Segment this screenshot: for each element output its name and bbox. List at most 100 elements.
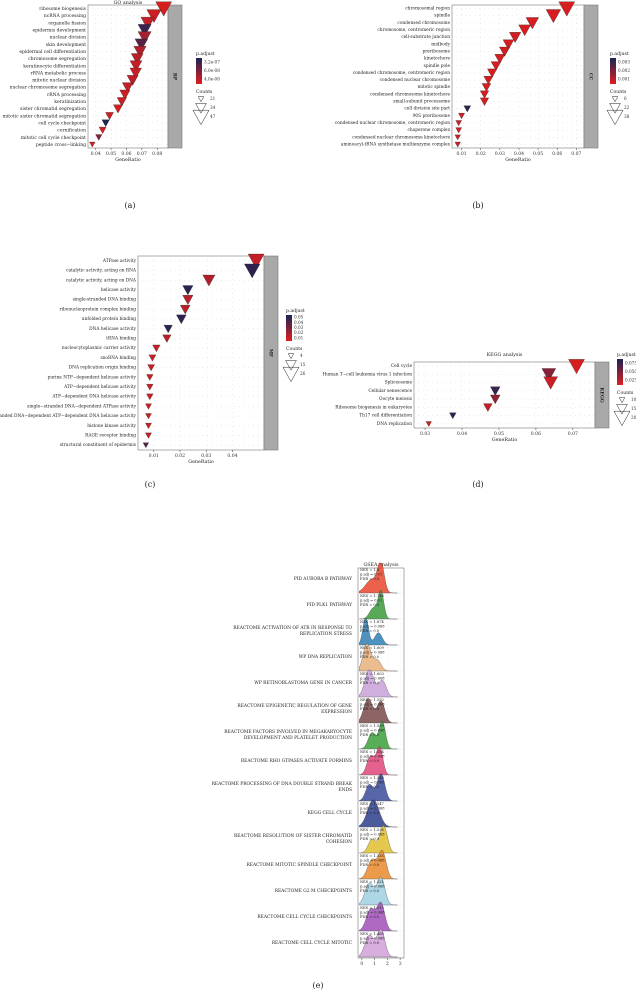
legend-color-label: 4.0e-08	[204, 77, 220, 82]
data-point	[146, 393, 154, 401]
pathway-label-line: REACTOME CELL CYCLE CHECKPOINTS	[257, 915, 352, 920]
data-point	[180, 305, 191, 315]
term-label: rRNA processing	[47, 92, 86, 98]
x-tick-label: 0.04	[514, 151, 524, 157]
term-label: RAGE receptor binding	[85, 433, 136, 438]
ridge-padj: p.adj = 0.068	[360, 677, 385, 681]
data-point	[122, 82, 134, 93]
term-label: peptide cross−linking	[36, 142, 86, 148]
data-point	[543, 376, 558, 390]
ridge-nes: NES = 1.547	[360, 802, 385, 806]
term-label: epidermis development	[32, 28, 86, 34]
term-label: midbody	[431, 42, 450, 47]
ridge-fdr: FDR = 0.0	[360, 681, 380, 685]
data-point	[129, 67, 142, 79]
legend-size-label: 10	[631, 397, 636, 402]
ridge-padj: p.adj = 0.068	[360, 885, 385, 889]
term-label: aminoacyl-tRNA synthetase multienzyme co…	[341, 142, 451, 147]
term-label: condensed chromosome kinetochore	[370, 92, 450, 97]
pathway-label: PID PLK1 PATHWAY	[307, 603, 352, 608]
ridge-padj: p.adj = 0.068	[360, 807, 385, 811]
legend-colorbar	[610, 58, 616, 84]
ridge-nes: NES = 1.603	[360, 672, 385, 676]
density-ridge	[359, 669, 398, 698]
ridge-fdr: FDR = 0.0	[360, 655, 380, 659]
ridge-nes: NES = 1.609	[360, 646, 385, 650]
ridge-fdr: FDR = 0.0	[360, 785, 380, 789]
panel-label: (e)	[313, 981, 324, 990]
legend-color-label: 0.02	[294, 330, 304, 335]
legend-size-label: 38	[624, 114, 630, 119]
ridge-nes: NES = 1.536	[360, 828, 385, 832]
term-label: Th17 cell differentiation	[359, 414, 412, 419]
ridge-fdr: FDR = 0.0	[360, 629, 380, 633]
data-point	[182, 295, 194, 305]
data-point	[182, 285, 194, 296]
ridge-padj: p.adj = 0.01	[360, 573, 382, 577]
legend-color-label: 0.075	[625, 360, 636, 365]
data-point	[176, 314, 187, 325]
data-point	[541, 368, 557, 382]
x-tick-label: 0.06	[531, 431, 541, 437]
legend-size-glyph	[197, 96, 205, 103]
pathway-label-line: REACTOME G2 M CHECKPOINTS	[275, 889, 352, 894]
data-point	[145, 403, 152, 410]
data-point	[425, 421, 432, 427]
term-label: ATP−dependent DNA helicase activity	[51, 395, 136, 400]
data-point	[480, 90, 490, 99]
legend-size-glyph	[287, 353, 295, 360]
facet-strip	[167, 4, 183, 149]
term-label: mitotic nuclear division	[32, 78, 86, 84]
legend-color-label: 0.04	[294, 320, 304, 325]
ridge-padj: p.adj = 0.068	[360, 729, 385, 733]
pathway-label: REACTOME FACTORS INVOLVED IN MEGAKARYOCY…	[224, 730, 352, 741]
density-ridge	[359, 617, 398, 646]
panel-label: (c)	[145, 480, 156, 489]
legend-size-title: Counts	[617, 390, 634, 396]
term-label: preribosome	[422, 49, 450, 54]
ridge-nes: NES = 1.590	[360, 724, 385, 728]
ridge-nes: NES = 1.515	[360, 906, 385, 910]
pathway-label: REACTOME PROCESSING OF DNA DOUBLE STRAND…	[212, 782, 353, 793]
term-label: single-stranded DNA binding	[73, 298, 137, 303]
data-point	[146, 374, 154, 381]
term-label: Cell cycle	[391, 364, 413, 369]
plot-area	[413, 361, 596, 429]
term-label: Spliceosome	[385, 381, 413, 386]
legend-color-label: 0.002	[618, 68, 630, 73]
legend-size-label: 20	[631, 415, 636, 420]
ridge-fdr: FDR = 0.0	[360, 811, 380, 815]
density-ridge	[359, 721, 398, 750]
data-point	[454, 134, 461, 141]
data-point	[147, 364, 155, 372]
ridge-padj: p.adj = 0.068	[360, 703, 385, 707]
ridge-padj: p.adj = 0.068	[360, 625, 385, 629]
term-label: snoRNA binding	[100, 356, 136, 361]
ridge-nes: NES = 1.535	[360, 854, 385, 858]
legend-color-label: 0.03	[294, 325, 304, 330]
data-point	[480, 97, 490, 106]
term-label: small-subunit processome	[393, 100, 450, 105]
legend-colorbar	[617, 359, 623, 385]
term-label: mitotic sister chromatid segregation	[3, 113, 87, 119]
panel-c: MF ATPase activity catalytic activity, act…	[0, 253, 306, 489]
data-point	[148, 354, 157, 362]
facet-strip	[594, 361, 610, 429]
term-label: unfolded protein binding	[82, 317, 136, 322]
data-point	[487, 68, 498, 78]
density-ridge	[359, 698, 398, 724]
term-label: catalytic activity, acting on RNA	[66, 269, 137, 274]
facet-label: CC	[588, 73, 594, 81]
legend-size-glyph	[195, 103, 207, 114]
legend-color-label: 0.01	[294, 335, 304, 340]
term-label: ncRNA processing	[44, 13, 86, 19]
term-label: nucleocytoplasmic carrier activity	[62, 346, 137, 351]
term-label: condensed nuclear chromosome kinetochore	[352, 135, 450, 140]
data-point	[490, 386, 501, 396]
pathway-label: REACTOME G2 M CHECKPOINTS	[275, 889, 352, 894]
data-point	[133, 46, 147, 58]
x-tick-label: 0.02	[175, 453, 185, 459]
data-point	[145, 423, 152, 429]
